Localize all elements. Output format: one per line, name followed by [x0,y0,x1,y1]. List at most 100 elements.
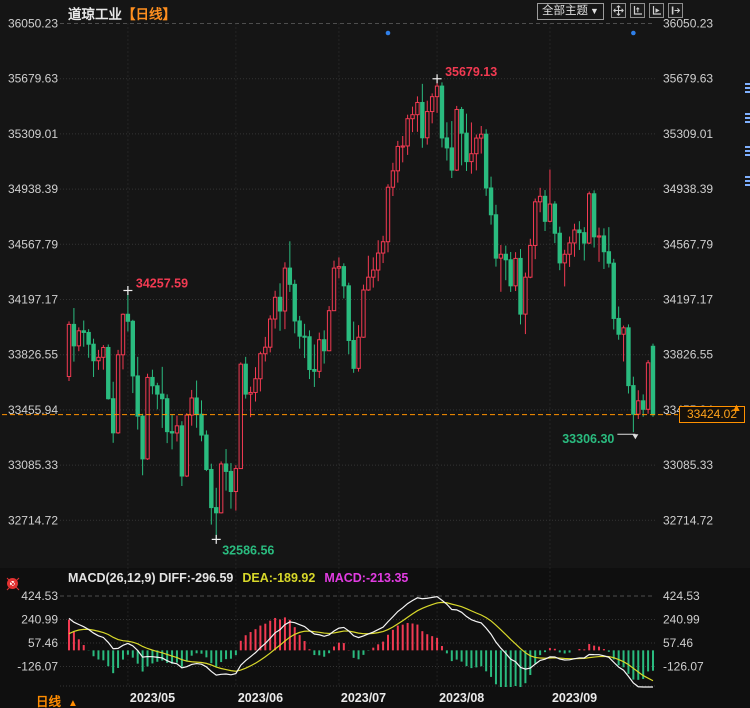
y-axis-label-left: 33826.55 [8,348,58,362]
y-axis-label-left: 36050.23 [8,17,58,31]
move-icon[interactable] [611,3,626,18]
macd-axis-label-right: 240.99 [663,613,700,627]
candle-body [326,310,332,352]
macd-axis-label-left: 57.46 [28,636,58,650]
candle-body [307,336,312,371]
price-marker-icon[interactable]: ▲ [731,402,742,414]
right-edge-clipped-text [745,113,750,124]
macd-indicator-settings-icon[interactable] [7,578,18,589]
chevron-down-icon: ▼ [590,6,599,16]
candle-body [542,195,548,222]
candle-body [204,434,209,470]
candle-body [636,400,641,415]
y-axis-label-left: 34567.79 [8,237,58,251]
candle-body [199,413,204,436]
candle-body [587,193,592,244]
candle-body [233,468,239,493]
candle-body [645,362,651,410]
y-axis-label-left: 35679.63 [8,72,58,86]
candle-body [228,470,234,493]
y-axis-scale-icon[interactable] [630,3,645,18]
candle-body [150,376,155,387]
theme-dropdown-label: 全部主题 [542,5,588,17]
candle-body [312,369,317,372]
low-price-annotation: 32586.56 [222,543,274,557]
x-axis-date-label: 2023/09 [552,691,597,705]
low-price-annotation: 33306.30 [562,432,614,446]
candle-body [479,133,484,139]
macd-macd-value: MACD:-213.35 [324,571,409,585]
macd-axis-label-left: 240.99 [21,613,58,627]
candle-body [616,317,621,335]
candle-body [640,400,646,410]
candle-body [287,267,293,285]
candle-body [96,356,101,362]
candle-body [650,345,656,416]
event-dot [385,30,391,36]
high-price-annotation: 34257.59 [136,277,188,291]
candle-body [361,289,366,338]
period-tag: 【日线】 [122,7,176,22]
candle-body [179,425,185,477]
candle-body [91,343,96,362]
candle-body [474,137,479,155]
candle-body [76,330,82,347]
candle-body [631,385,636,415]
candle-body [297,320,302,337]
macd-header: MACD(26,12,9) DIFF:-296.59 DEA:-189.92 MAC… [68,571,408,585]
candle-body [125,313,131,322]
y-axis-label-right: 36050.23 [663,17,713,31]
candle-body [336,266,342,269]
candle-body [346,285,351,341]
candle-body [483,133,489,189]
auto-fit-icon[interactable] [649,3,664,18]
candle-body [533,201,538,246]
candle-body [464,132,469,163]
candle-body [248,391,253,395]
candle-body [498,253,504,259]
candle-body [155,385,160,395]
candle-body [317,339,322,372]
candle-body [405,118,410,147]
candle-body [454,108,459,171]
chart-toolbar [611,3,683,18]
period-tab-daily[interactable]: 日线 ▲ [36,691,78,708]
candle-body [380,241,386,254]
y-axis-label-left: 32714.72 [8,513,58,527]
candle-body [459,108,464,134]
macd-axis-label-right: 424.53 [663,589,700,603]
candle-body [400,145,405,148]
candle-body [444,137,450,149]
theme-dropdown[interactable]: 全部主题 ▼ [537,3,604,20]
candle-body [209,468,214,509]
go-to-latest-icon[interactable] [668,3,683,18]
latest-price-box: 33424.02 [679,406,745,424]
macd-axis-label-right: 57.46 [663,636,693,650]
candle-body [572,229,577,244]
candle-body [557,232,562,264]
y-axis-label-left: 33085.33 [8,458,58,472]
macd-dea-value: DEA:-189.92 [242,571,316,585]
candle-body [513,257,518,287]
y-axis-label-right: 34567.79 [663,237,713,251]
candle-body [243,363,248,395]
candle-body [420,101,425,139]
candle-body [395,145,401,172]
candle-body [390,170,396,188]
x-axis-date-label: 2023/08 [439,691,484,705]
candle-body [302,335,307,338]
candle-body [331,267,337,312]
candle-body [385,186,391,243]
right-edge-clipped-text [745,176,750,187]
candle-body [425,111,430,139]
candle-body [596,235,602,238]
candle-body [439,85,445,139]
high-price-annotation: 35679.13 [445,65,497,79]
candle-body [140,415,145,460]
right-edge-clipped-text [745,146,750,157]
macd-axis-label-right: -126.07 [663,660,704,674]
candle-body [130,320,135,377]
candle-body [145,376,150,460]
candle-body [503,253,508,261]
